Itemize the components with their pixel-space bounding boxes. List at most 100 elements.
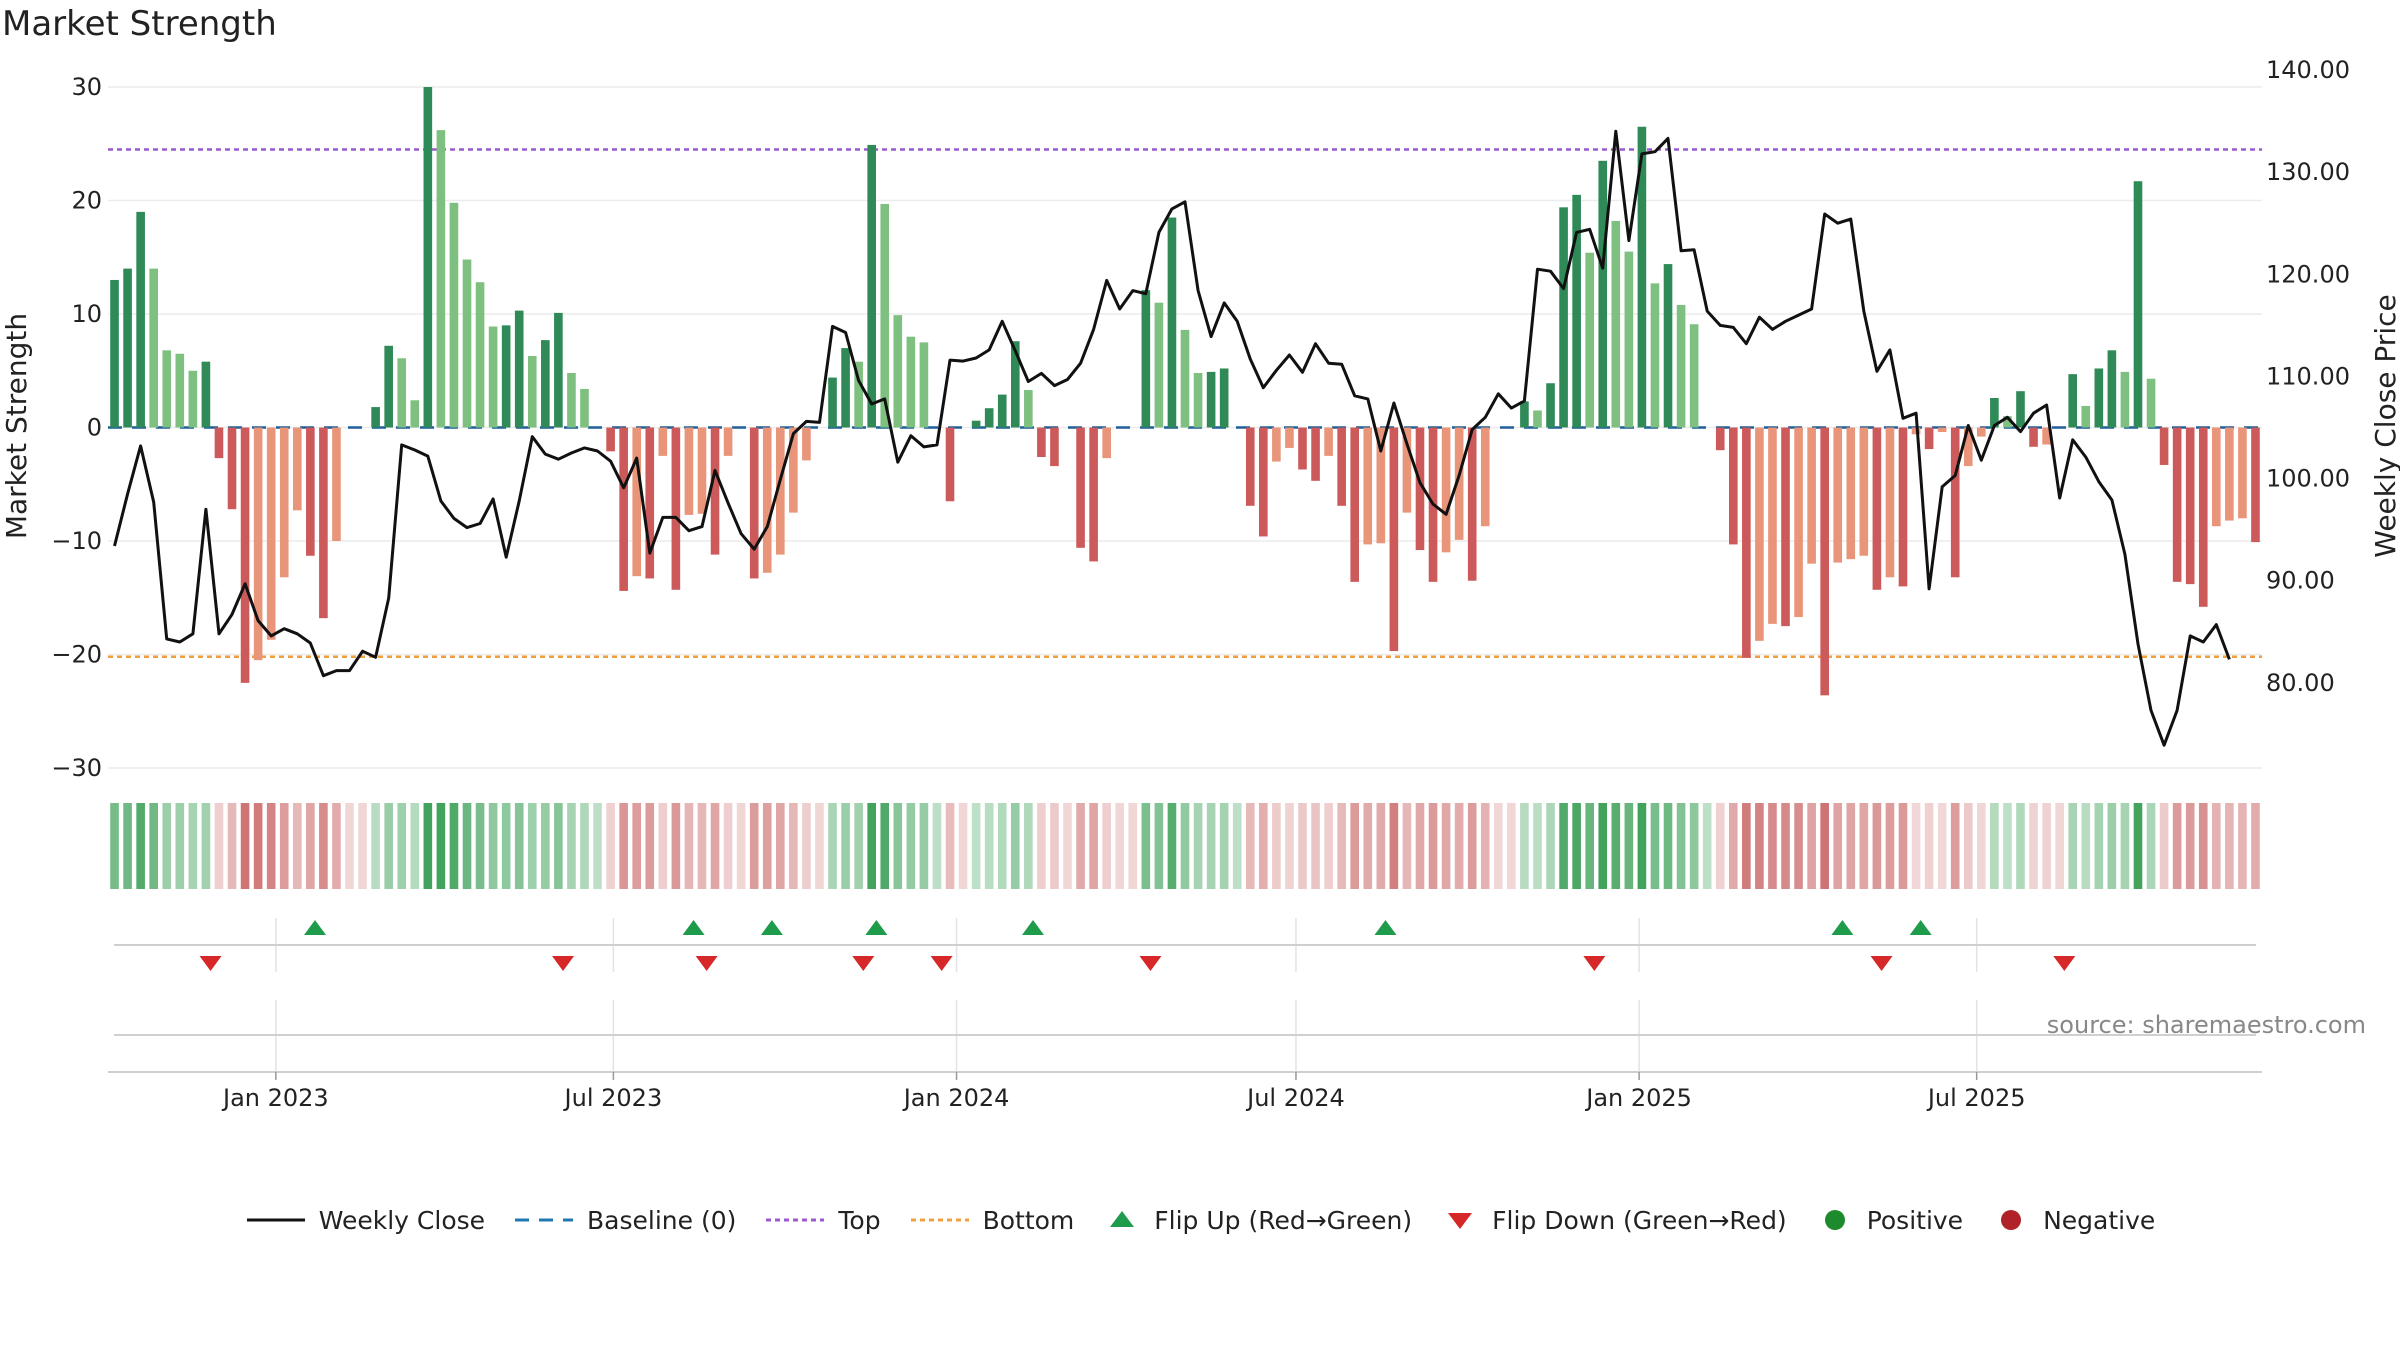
strip-cell (1846, 803, 1856, 889)
strip-cell (945, 803, 955, 889)
strength-bar (1728, 427, 1738, 545)
strength-bar (1076, 427, 1085, 548)
strength-bar (1363, 427, 1373, 545)
strip-cell (2159, 803, 2169, 889)
legend-label: Positive (1866, 1205, 1964, 1235)
strip-cell (880, 803, 890, 889)
strength-bar (2251, 427, 2260, 543)
strip-cell (1872, 803, 1882, 889)
strip-cell (2172, 803, 2182, 889)
strip-cell (279, 803, 289, 889)
strength-bar (1415, 427, 1425, 551)
strip-cell (1611, 803, 1621, 889)
strength-bar (945, 427, 955, 502)
strip-cell (710, 803, 720, 889)
strength-bar (279, 427, 289, 578)
strip-cell (514, 803, 524, 889)
dashed-line-swatch-icon (515, 1218, 574, 1222)
right-tick-label: 130.00 (2266, 158, 2350, 186)
right-tick-label: 120.00 (2266, 260, 2350, 288)
strip-cell (762, 803, 772, 889)
flip-down-marker (852, 956, 875, 971)
strip-cell (736, 803, 746, 889)
strip-cell (1063, 803, 1072, 889)
strip-cell (1402, 803, 1412, 889)
strip-cell (958, 803, 968, 889)
strip-cell (1924, 803, 1934, 889)
strength-bar (462, 259, 472, 428)
strip-cell (1285, 803, 1294, 889)
strip-cell (1494, 803, 1503, 889)
strip-cell (645, 803, 655, 889)
right-tick-label: 140.00 (2266, 56, 2350, 84)
strength-bar (632, 427, 642, 577)
strip-cell (789, 803, 798, 889)
strip-cell (1520, 803, 1529, 889)
strength-bar (1585, 252, 1594, 428)
strength-bar (1755, 427, 1764, 641)
strength-bar (1454, 427, 1464, 540)
strip-cell (932, 803, 942, 889)
strength-bar (2042, 427, 2051, 445)
strip-cell (1755, 803, 1764, 889)
strength-bar (828, 377, 837, 428)
strip-cell (567, 803, 576, 889)
strip-cell (1533, 803, 1542, 889)
strength-bar (2159, 427, 2169, 465)
strength-bar (1350, 427, 1360, 582)
flip-down-marker (695, 956, 718, 971)
left-tick-label: 20 (71, 187, 102, 215)
strip-cell (971, 803, 981, 889)
flip-up-marker (760, 920, 783, 935)
strip-cell (1298, 803, 1307, 889)
x-tick-label: Jan 2024 (902, 1084, 1010, 1112)
strength-bar (266, 427, 276, 640)
strip-cell (1689, 803, 1699, 889)
legend-label: Bottom (982, 1205, 1075, 1235)
strength-bar (1206, 371, 1216, 428)
strip-cell (723, 803, 733, 889)
triangle-down-icon (1448, 1213, 1473, 1229)
strength-bar (332, 427, 341, 541)
strength-bar (645, 427, 655, 579)
strength-bar (488, 326, 498, 428)
strip-cell (1154, 803, 1164, 889)
strip-cell (1311, 803, 1320, 889)
strip-cell (1663, 803, 1673, 889)
strip-cell (2251, 803, 2260, 889)
strength-bar (1611, 220, 1621, 428)
strip-cell (1676, 803, 1686, 889)
strength-bar (253, 427, 263, 661)
legend-label: Flip Up (Red→Green) (1154, 1205, 1413, 1235)
strip-cell (1768, 803, 1777, 889)
strip-cell (893, 803, 903, 889)
strength-bar (997, 394, 1007, 428)
strength-bar (1924, 427, 1934, 450)
strength-bar (1676, 304, 1686, 428)
strip-cell (1245, 803, 1255, 889)
flip-up-marker (304, 920, 327, 935)
strip-cell (1350, 803, 1360, 889)
strength-bar (619, 427, 628, 591)
strength-bar (867, 144, 876, 428)
strip-cell (580, 803, 589, 889)
strip-cell (1572, 803, 1581, 889)
strength-bar (1742, 427, 1751, 658)
strip-cell (541, 803, 550, 889)
strength-bar (1846, 427, 1856, 560)
strip-cell (1232, 803, 1242, 889)
strength-bar (1337, 427, 1346, 506)
strength-bar (2107, 350, 2117, 428)
strip-cell (2146, 803, 2156, 889)
strength-bar (1402, 427, 1412, 513)
flip-down-marker (1583, 956, 1606, 971)
flip-up-marker (1831, 920, 1854, 935)
strip-cell (253, 803, 263, 889)
strip-cell (1794, 803, 1803, 889)
strip-cell (2003, 803, 2012, 889)
strip-cell (2185, 803, 2195, 889)
strength-bar (710, 427, 720, 555)
strength-bar (1977, 427, 1986, 437)
strength-bar (1010, 341, 1020, 428)
strength-bar (292, 427, 302, 511)
